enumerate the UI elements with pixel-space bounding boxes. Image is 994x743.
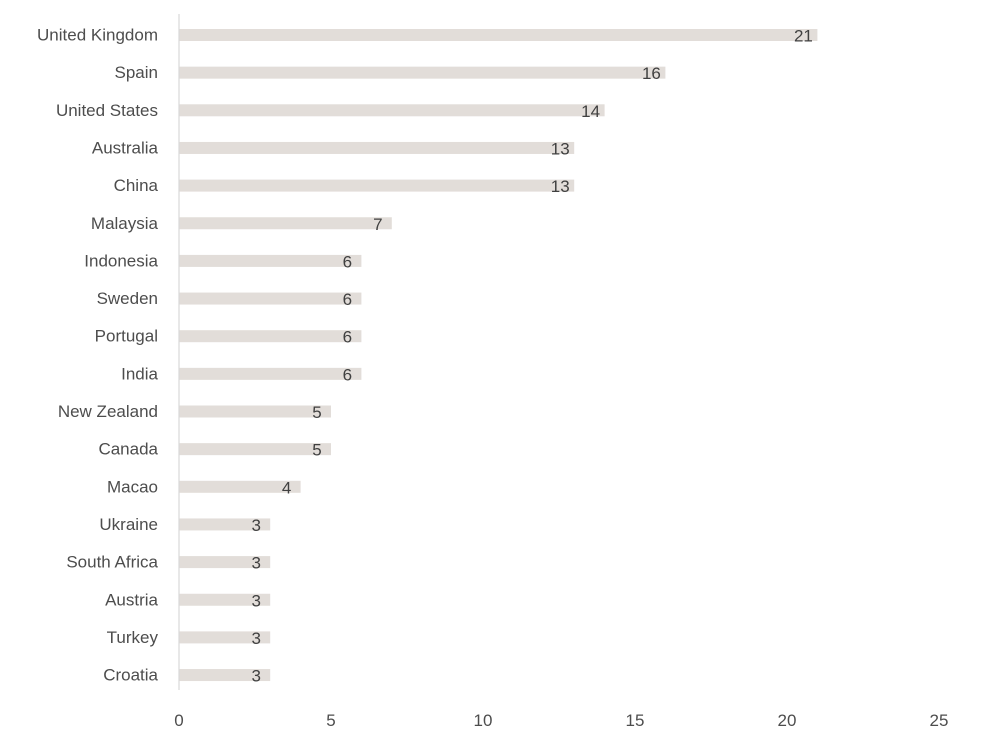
value-labels-group: 21 16 14 13 13 7 6 6 6 6 5 5 4 3 3 3 3 3 (251, 27, 812, 686)
category-label-sweden: Sweden (97, 289, 158, 308)
category-label-australia: Australia (92, 138, 159, 157)
x-tick-label-5: 5 (326, 711, 335, 730)
value-label-india: 6 (343, 365, 352, 384)
value-label-united-kingdom: 21 (794, 27, 813, 46)
bar-india (179, 367, 362, 380)
x-tick-label-20: 20 (778, 711, 797, 730)
value-label-new-zealand: 5 (312, 403, 321, 422)
value-label-macao: 4 (282, 478, 291, 497)
value-label-spain: 16 (642, 64, 661, 83)
category-label-turkey: Turkey (107, 628, 159, 647)
value-label-croatia: 3 (251, 667, 260, 686)
bar-new-zealand (179, 405, 331, 418)
value-label-austria: 3 (251, 591, 260, 610)
value-label-turkey: 3 (251, 629, 260, 648)
x-tick-label-25: 25 (930, 711, 949, 730)
category-label-china: China (114, 176, 159, 195)
category-label-united-states: United States (56, 101, 158, 120)
bar-spain (179, 66, 666, 79)
category-label-croatia: Croatia (103, 666, 158, 685)
bar-australia (179, 141, 575, 154)
bar-china (179, 179, 575, 192)
category-label-austria: Austria (105, 590, 158, 609)
bar-ukraine (179, 518, 271, 531)
category-label-spain: Spain (115, 63, 158, 82)
bar-croatia (179, 669, 271, 682)
bar-canada (179, 443, 331, 456)
bar-macao (179, 480, 301, 493)
value-label-canada: 5 (312, 441, 321, 460)
value-label-portugal: 6 (343, 328, 352, 347)
category-label-portugal: Portugal (95, 327, 158, 346)
category-labels-group: United Kingdom Spain United States Australi… (37, 26, 159, 685)
bar-sweden (179, 292, 362, 305)
value-label-china: 13 (551, 177, 570, 196)
value-label-united-states: 14 (581, 102, 600, 121)
bars-group (179, 29, 818, 682)
bar-south-africa (179, 556, 271, 569)
value-label-australia: 13 (551, 139, 570, 158)
bar-united-states (179, 104, 605, 117)
category-label-indonesia: Indonesia (84, 251, 158, 270)
value-label-indonesia: 6 (343, 252, 352, 271)
x-tick-label-0: 0 (174, 711, 183, 730)
value-label-malaysia: 7 (373, 215, 382, 234)
category-label-macao: Macao (107, 477, 158, 496)
bar-malaysia (179, 217, 392, 230)
category-label-india: India (121, 364, 158, 383)
category-label-canada: Canada (98, 440, 158, 459)
x-tick-label-10: 10 (474, 711, 493, 730)
bar-turkey (179, 631, 271, 644)
category-label-united-kingdom: United Kingdom (37, 26, 158, 45)
value-label-sweden: 6 (343, 290, 352, 309)
x-tick-label-15: 15 (626, 711, 645, 730)
category-label-ukraine: Ukraine (99, 515, 158, 534)
x-axis-tick-labels-group: 0 5 10 15 20 25 (174, 711, 948, 730)
value-label-south-africa: 3 (251, 554, 260, 573)
value-label-ukraine: 3 (251, 516, 260, 535)
category-label-new-zealand: New Zealand (58, 402, 158, 421)
bar-austria (179, 593, 271, 606)
category-label-south-africa: South Africa (66, 553, 158, 572)
category-label-malaysia: Malaysia (91, 214, 159, 233)
bar-indonesia (179, 254, 362, 267)
bar-united-kingdom (179, 29, 818, 41)
bar-portugal (179, 330, 362, 343)
